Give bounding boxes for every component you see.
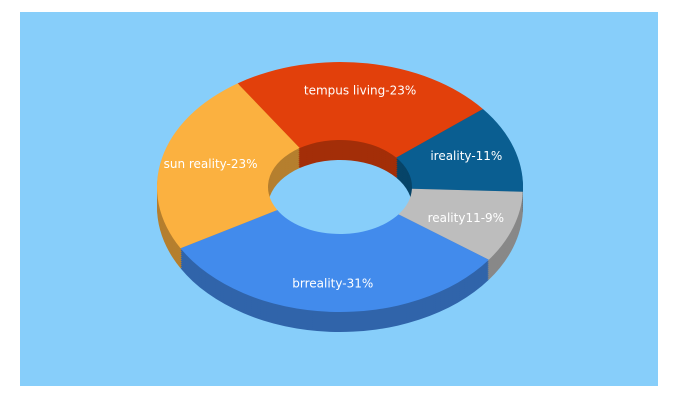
slice <box>398 188 523 260</box>
slice-label: ireality-11% <box>430 149 502 163</box>
slice-label: reality11-9% <box>428 211 505 225</box>
slice <box>156 83 300 249</box>
slice-label: sun reality-23% <box>164 157 258 171</box>
slice-label: brreality-31% <box>292 276 373 290</box>
slice <box>180 210 489 312</box>
slice-label: tempus living-23% <box>304 84 416 98</box>
slice <box>237 62 483 158</box>
slice <box>396 108 523 192</box>
